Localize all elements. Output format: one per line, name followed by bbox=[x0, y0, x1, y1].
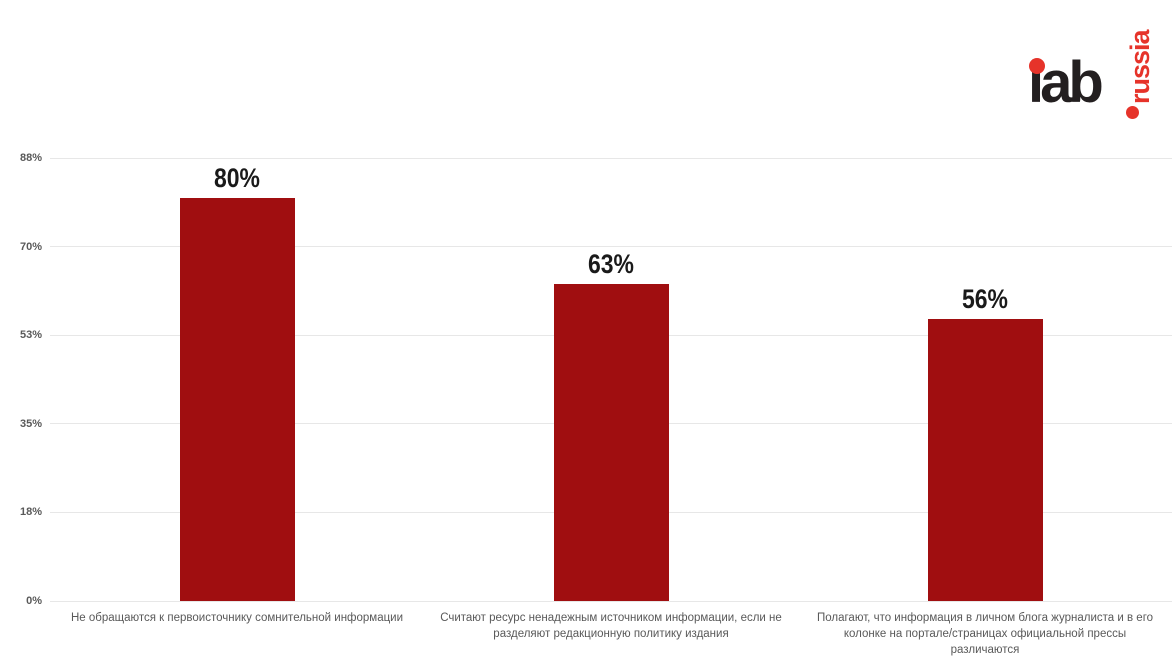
category-label: Считают ресурс ненадежным источником инф… bbox=[440, 612, 782, 640]
bar bbox=[553, 283, 669, 601]
y-axis-tick-label: 35% bbox=[19, 417, 42, 430]
bar bbox=[927, 319, 1043, 601]
y-axis-tick-label: 88% bbox=[19, 152, 42, 164]
bar-value-label: 56% bbox=[962, 284, 1008, 315]
iab-russia-logo: iab russia bbox=[1020, 18, 1155, 124]
logo-russia-dot-icon bbox=[1126, 106, 1139, 119]
category-label: Не обращаются к первоисточнику сомнитель… bbox=[70, 612, 404, 624]
bar bbox=[179, 198, 295, 601]
y-axis-tick-label: 18% bbox=[19, 506, 42, 519]
gridline bbox=[50, 157, 1172, 159]
y-axis-tick-label: 0% bbox=[26, 595, 42, 607]
bar-value-label: 80% bbox=[214, 163, 260, 194]
bar-value-label: 63% bbox=[588, 248, 634, 279]
logo-i-dot-icon bbox=[1029, 58, 1045, 74]
gridline bbox=[50, 246, 1172, 248]
y-axis-tick-label: 70% bbox=[19, 240, 42, 253]
category-label: Полагают, что информация в личном блога … bbox=[816, 612, 1154, 656]
y-axis-tick-label: 53% bbox=[19, 329, 42, 342]
gridline bbox=[50, 600, 1172, 602]
